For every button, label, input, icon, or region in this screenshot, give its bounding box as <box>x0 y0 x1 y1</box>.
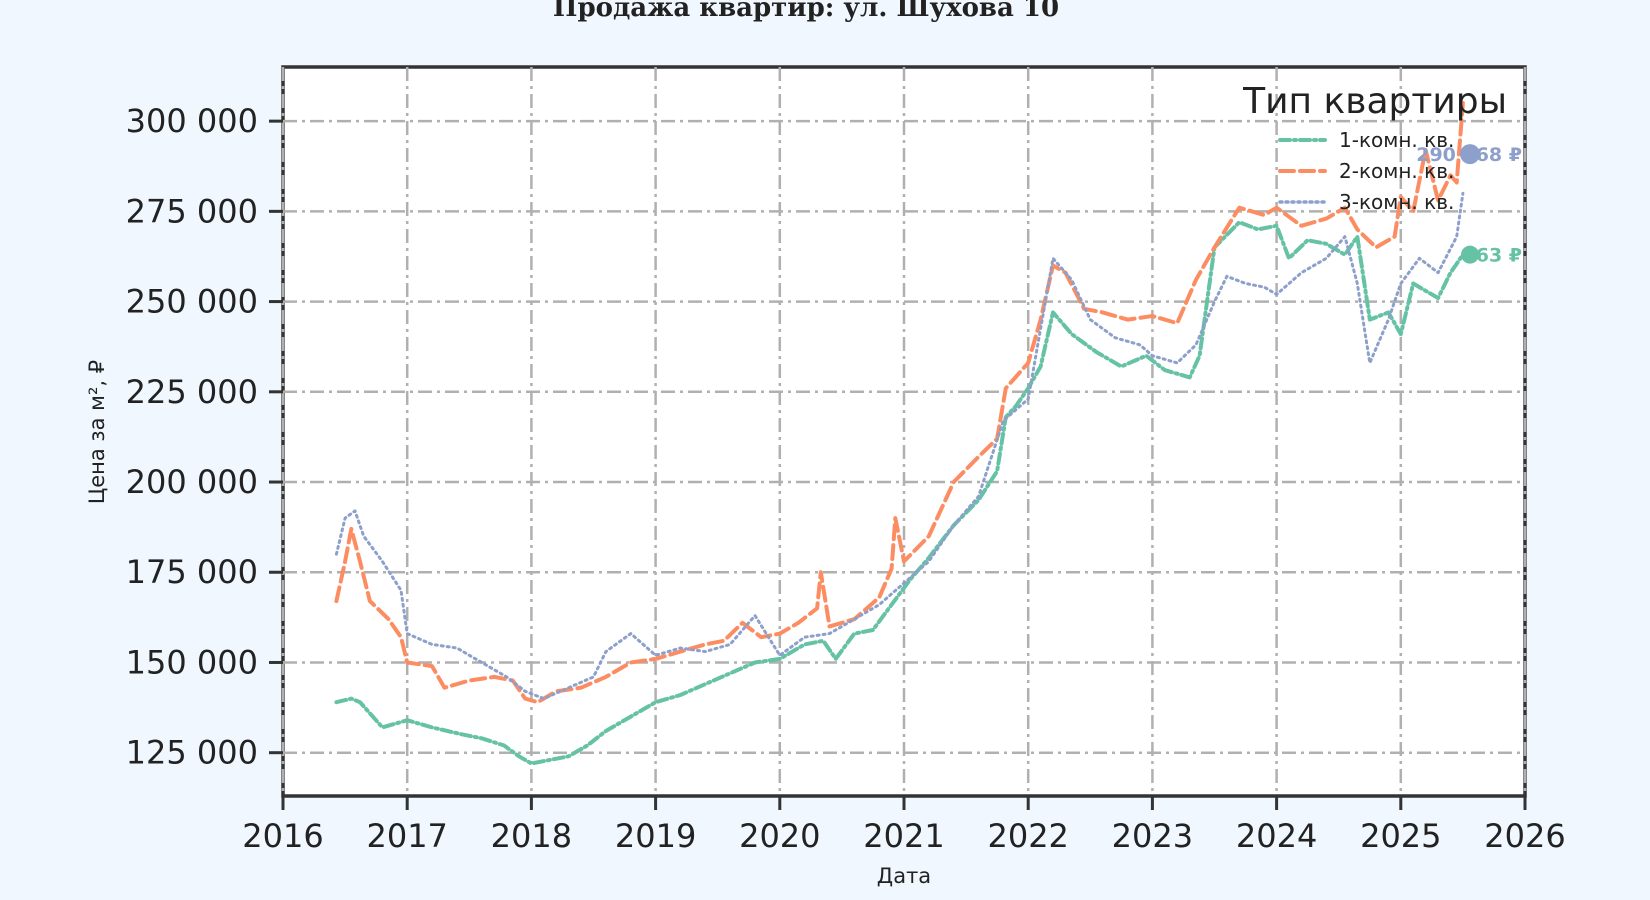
legend-title: Тип квартиры <box>1242 81 1507 122</box>
x-tick-label: 2024 <box>1236 817 1317 855</box>
x-tick-label: 2021 <box>863 817 944 855</box>
y-tick-label: 275 000 <box>126 192 258 230</box>
x-tick-label: 2018 <box>491 817 572 855</box>
end-point-marker <box>1460 144 1480 165</box>
x-axis-label: Дата <box>877 864 931 888</box>
end-labels: 290 868 ₽263 ₽ <box>1416 144 1522 267</box>
x-tick-label: 2016 <box>242 817 323 855</box>
y-tick-label: 200 000 <box>126 463 258 501</box>
legend-entry-label: 2-комн. кв. <box>1339 159 1454 183</box>
y-tick-label: 300 000 <box>126 102 258 140</box>
x-tick-label: 2023 <box>1112 817 1193 855</box>
x-tick-label: 2017 <box>366 817 447 855</box>
end-point-marker <box>1461 245 1479 264</box>
legend-entry-label: 3-комн. кв. <box>1339 190 1454 214</box>
y-tick-label: 225 000 <box>126 373 258 411</box>
x-tick-label: 2019 <box>615 817 696 855</box>
series-line-3 <box>334 191 1465 701</box>
y-axis-label: Цена за м², ₽ <box>85 360 109 504</box>
series-line-2 <box>334 101 1465 705</box>
x-tick-label: 2022 <box>987 817 1068 855</box>
y-tick-label: 250 000 <box>126 283 258 321</box>
axis-ticks: 2016 2017 2018 2019 2020 2021 2022 2023 2024 2025… <box>126 102 1566 855</box>
x-tick-label: 2026 <box>1484 817 1565 855</box>
grid <box>281 67 1527 796</box>
y-tick-label: 150 000 <box>126 643 258 681</box>
x-tick-label: 2020 <box>739 817 820 855</box>
legend: Тип квартиры 1-комн. кв. 2-комн. кв. 3-ком… <box>1242 81 1507 214</box>
series-layer <box>334 101 1465 766</box>
legend-entry-label: 1-комн. кв. <box>1339 128 1454 152</box>
y-tick-label: 125 000 <box>126 734 258 772</box>
y-tick-label: 175 000 <box>126 553 258 591</box>
x-tick-label: 2025 <box>1360 817 1441 855</box>
chart-title: Продажа квартир: ул. Шухова 10 <box>553 0 1059 23</box>
